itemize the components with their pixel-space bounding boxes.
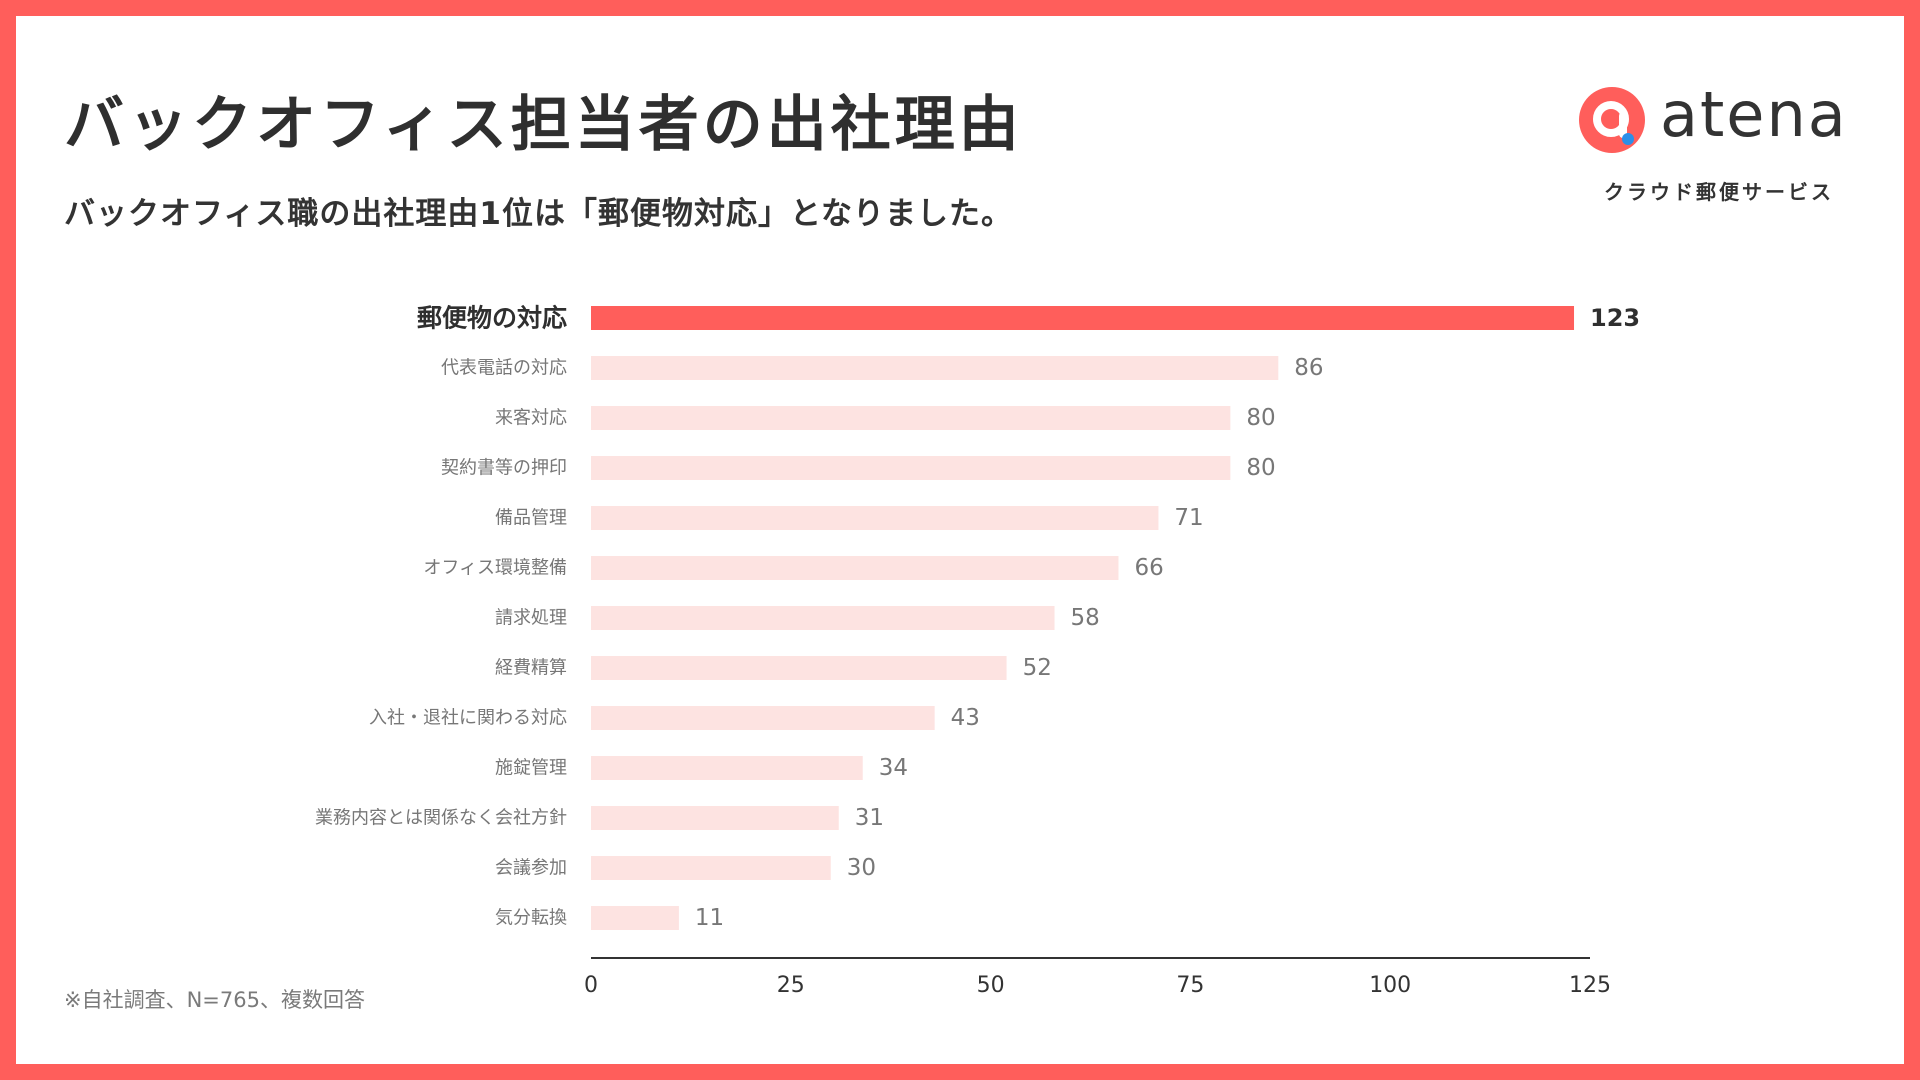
category-label-9: 入社・退社に関わる対応 xyxy=(369,708,567,729)
bar-6 xyxy=(591,556,1119,580)
value-label-10: 34 xyxy=(879,755,908,781)
category-label-4: 契約書等の押印 xyxy=(441,458,567,479)
x-tick-label-2: 25 xyxy=(777,973,805,998)
bar-4 xyxy=(591,456,1231,480)
category-label-1: 郵便物の対応 xyxy=(417,304,567,333)
category-label-5: 備品管理 xyxy=(495,508,567,529)
value-label-9: 43 xyxy=(951,705,980,731)
bar-12 xyxy=(591,856,831,880)
bar-3 xyxy=(591,406,1231,430)
bar-7 xyxy=(591,606,1055,630)
bar-chart: 郵便物の対応 123 代表電話の対応 86 来客対応 80 契約書等の押印 80 備品管理 71 オ… xyxy=(315,304,1640,999)
category-label-6: オフィス環境整備 xyxy=(423,558,567,579)
category-label-2: 代表電話の対応 xyxy=(441,358,567,379)
brand-tagline: クラウド郵便サービス xyxy=(1604,180,1834,204)
page-subtitle: バックオフィス職の出社理由1位は「郵便物対応」となりました。 xyxy=(64,196,1014,232)
bar-10 xyxy=(591,756,863,780)
value-label-6: 66 xyxy=(1134,555,1163,581)
bar-1 xyxy=(591,306,1575,330)
category-label-7: 請求処理 xyxy=(495,608,567,629)
value-label-12: 30 xyxy=(847,855,876,881)
footnote: ※自社調査、N=765、複数回答 xyxy=(64,988,365,1012)
x-tick-label-1: 0 xyxy=(584,973,598,998)
slide-frame: バックオフィス担当者の出社理由 バックオフィス職の出社理由1位は「郵便物対応」と… xyxy=(16,16,1904,1064)
bar-2 xyxy=(591,356,1279,380)
atena-logo-icon xyxy=(1579,87,1645,153)
value-label-1: 123 xyxy=(1590,304,1640,332)
category-label-11: 業務内容とは関係なく会社方針 xyxy=(315,808,567,829)
page-title: バックオフィス担当者の出社理由 xyxy=(64,90,1023,160)
value-label-13: 11 xyxy=(695,905,724,931)
category-label-10: 施錠管理 xyxy=(495,758,567,779)
bar-9 xyxy=(591,706,935,730)
category-label-3: 来客対応 xyxy=(495,408,567,429)
bar-5 xyxy=(591,506,1159,530)
x-tick-label-6: 125 xyxy=(1569,973,1611,998)
bar-13 xyxy=(591,906,679,930)
value-label-2: 86 xyxy=(1294,355,1323,381)
x-tick-label-5: 100 xyxy=(1369,973,1411,998)
brand-name: atena xyxy=(1660,78,1848,151)
value-label-11: 31 xyxy=(855,805,884,831)
brand-logo: atena クラウド郵便サービス xyxy=(1578,72,1878,212)
value-label-7: 58 xyxy=(1071,605,1100,631)
x-tick-label-3: 50 xyxy=(977,973,1005,998)
x-tick-label-4: 75 xyxy=(1176,973,1204,998)
value-label-4: 80 xyxy=(1246,455,1275,481)
value-label-3: 80 xyxy=(1246,405,1275,431)
bar-8 xyxy=(591,656,1007,680)
category-label-12: 会議参加 xyxy=(495,858,567,879)
category-label-13: 気分転換 xyxy=(495,908,567,929)
category-label-8: 経費精算 xyxy=(495,658,567,679)
bar-11 xyxy=(591,806,839,830)
value-label-8: 52 xyxy=(1023,655,1052,681)
value-label-5: 71 xyxy=(1174,505,1203,531)
